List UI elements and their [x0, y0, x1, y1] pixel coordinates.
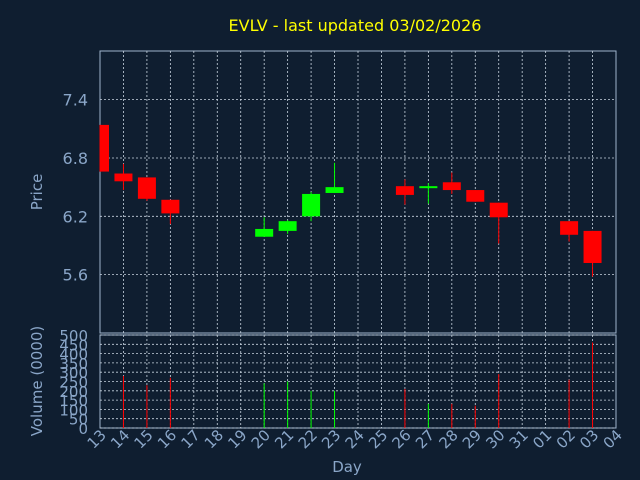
candle-body [137, 177, 156, 199]
candle-body [278, 221, 297, 231]
chart-title: EVLV - last updated 03/02/2026 [229, 16, 482, 35]
candle-body [395, 186, 414, 195]
volume-tick-label: 150 [59, 392, 88, 410]
day-tick-label: 29 [459, 426, 485, 452]
day-tick-label: 30 [482, 426, 508, 452]
volume-tick-label: 250 [59, 374, 88, 392]
candle-body [489, 202, 508, 218]
volume-tick-label: 500 [59, 327, 88, 345]
day-tick-label: 31 [506, 426, 532, 452]
day-tick-label: 01 [529, 426, 555, 452]
candle-body [302, 193, 321, 217]
price-axis-label: Price [28, 174, 46, 211]
volume-tick-label: 50 [69, 411, 88, 429]
day-tick-label: 18 [201, 426, 227, 452]
day-tick-label: 24 [342, 426, 368, 452]
volume-axis-label: Volume (0000) [28, 326, 46, 436]
volume-tick-label: 100 [59, 401, 88, 419]
day-tick-label: 19 [224, 426, 250, 452]
candle-body [583, 230, 602, 263]
day-tick-label: 04 [600, 426, 626, 452]
candle-body [466, 190, 485, 202]
volume-tick-label: 200 [59, 383, 88, 401]
candle-body [325, 187, 344, 193]
volume-tick-label: 0 [78, 420, 88, 438]
price-tick-label: 6.2 [63, 207, 88, 226]
price-tick-label: 7.4 [63, 91, 88, 110]
candle-body [255, 228, 274, 237]
volume-tick-label: 300 [59, 364, 88, 382]
price-tick-label: 5.6 [63, 266, 88, 285]
day-tick-label: 02 [553, 426, 579, 452]
chart-marks [99, 124, 602, 428]
volume-tick-label: 350 [59, 355, 88, 373]
candle-body [560, 221, 579, 235]
candle-body [442, 182, 461, 191]
candle-body [419, 186, 438, 189]
day-tick-label: 16 [154, 426, 180, 452]
day-tick-label: 17 [177, 426, 203, 452]
day-tick-label: 22 [295, 426, 321, 452]
day-tick-label: 14 [107, 426, 133, 452]
volume-tick-label: 400 [59, 346, 88, 364]
grid-lines [100, 51, 616, 429]
day-tick-label: 26 [389, 426, 415, 452]
day-tick-label: 15 [131, 426, 157, 452]
day-tick-label: 28 [435, 426, 461, 452]
price-tick-label: 6.8 [63, 149, 88, 168]
candle-body [161, 199, 180, 214]
day-tick-label: 23 [318, 426, 344, 452]
day-axis-label: Day [332, 458, 362, 476]
tick-labels: 5.6 6.2 6.8 7.4 0501001502002503003504004505… [59, 91, 625, 453]
candle-body [114, 173, 133, 182]
day-tick-label: 03 [576, 426, 602, 452]
day-tick-label: 21 [271, 426, 297, 452]
day-tick-label: 20 [248, 426, 274, 452]
day-tick-label: 25 [365, 426, 391, 452]
volume-tick-label: 450 [59, 336, 88, 354]
day-tick-label: 27 [412, 426, 438, 452]
candle-body [100, 124, 109, 172]
